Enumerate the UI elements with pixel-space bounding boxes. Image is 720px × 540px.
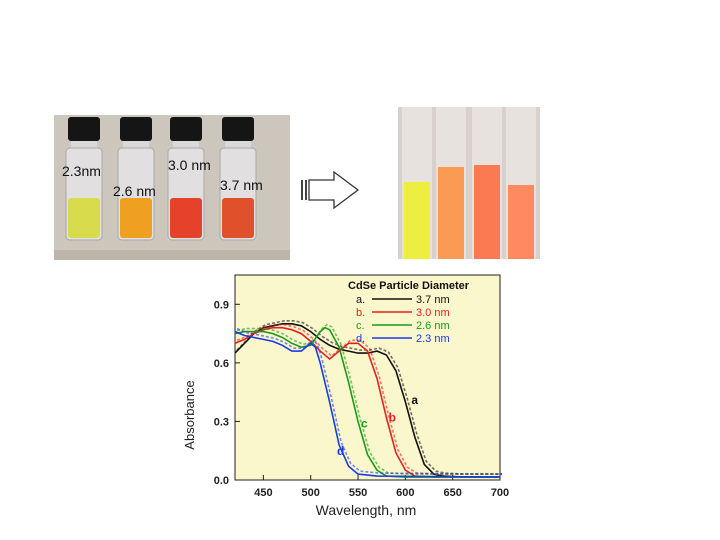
vial-cap [120,117,152,141]
vial-liquid [222,198,254,238]
x-tick-label: 450 [254,487,272,499]
x-tick-label: 500 [302,487,320,499]
vial-label-2-3nm: 2.3nm [62,163,101,179]
series-fit-line [236,320,502,475]
series-line [234,330,501,478]
vial-label-3-0nm: 3.0 nm [168,157,211,173]
legend-letter: b. [356,307,365,319]
right-arrow-icon [301,170,360,210]
legend-title: CdSe Particle Diameter [348,280,470,292]
cuvette-group [402,107,536,259]
legend-letter: c. [356,320,365,332]
vial-neck [123,141,149,148]
vial-liquid [170,198,202,238]
legend-entry: 3.7 nm [416,294,450,306]
y-tick-label: 0.0 [214,475,229,487]
x-tick-label: 700 [491,487,509,499]
y-axis-label: Absorbance [182,380,197,449]
y-tick-label: 0.3 [214,416,229,428]
x-tick-label: 600 [396,487,414,499]
vial-group [65,117,257,241]
curve-label: b [389,411,396,425]
cuvette-liquid [438,167,464,259]
series-fit-line [236,327,503,475]
curve-label: c [361,416,368,430]
curve-label: a [411,393,418,407]
legend-letter: d. [356,333,365,345]
legend-letter: a. [356,294,365,306]
vial-liquid [68,198,100,238]
series-layer [234,320,503,478]
plot-area [234,274,501,481]
vial-cap [68,117,100,141]
cuvette-liquid [404,182,430,259]
legend-entry: 2.3 nm [416,333,450,345]
cuvette-liquid [474,165,500,259]
y-tick-label: 0.6 [214,358,229,370]
cuvette-liquid [508,185,534,259]
legend: a. 3.7 nm b. 3.0 nm c. 2.6 nm d. 2.3 nm [356,294,450,345]
legend-entry: 2.6 nm [416,320,450,332]
absorbance-chart: 450 500 550 600 650 700 0.0 0.3 0.6 0.9 a b c d CdSe… [182,274,509,518]
x-tick-label: 650 [443,487,461,499]
series-fit-line [236,323,502,475]
vial-neck [71,141,97,148]
legend-entry: 3.0 nm [416,307,450,319]
cuvettes-photo [398,107,540,259]
curve-labels: a b c d [337,393,418,458]
vial-cap [222,117,254,141]
series-line [234,326,500,478]
y-tick-label: 0.9 [214,299,229,311]
vial-liquid [120,198,152,238]
vial-label-3-7nm: 3.7 nm [220,177,263,193]
series-line [234,323,500,478]
x-tick-label: 550 [349,487,367,499]
x-axis-label: Wavelength, nm [316,502,417,518]
vial-cap [170,117,202,141]
vial-neck [225,141,251,148]
series-fit-line [236,323,502,475]
vials-photo [54,115,290,260]
axis-ticks: 450 500 550 600 650 700 0.0 0.3 0.6 0.9 [214,299,509,499]
vial-neck [173,141,199,148]
vial-label-2-6nm: 2.6 nm [113,183,156,199]
curve-label: d [337,444,344,458]
